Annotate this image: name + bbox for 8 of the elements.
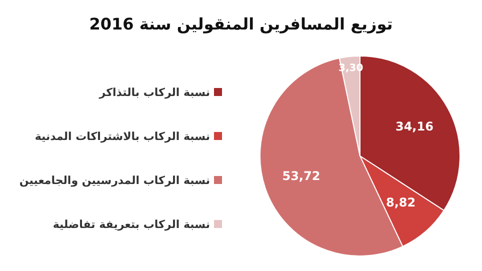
legend-label: نسبة الركاب بالتذاكر [99, 86, 210, 98]
legend-label: نسبة الركاب المدرسيين والجامعيين [19, 174, 210, 186]
chart-title: توزيع المسافرين المنقولين سنة 2016 [89, 14, 393, 34]
legend-label: نسبة الركاب بالاشتراكات المدنية [34, 130, 210, 142]
data-label: 34,16 [395, 119, 434, 134]
data-label: 53,72 [282, 168, 320, 183]
legend-label: نسبة الركاب بتعريفة تفاضلية [52, 218, 210, 230]
data-label: 8,82 [386, 196, 416, 210]
